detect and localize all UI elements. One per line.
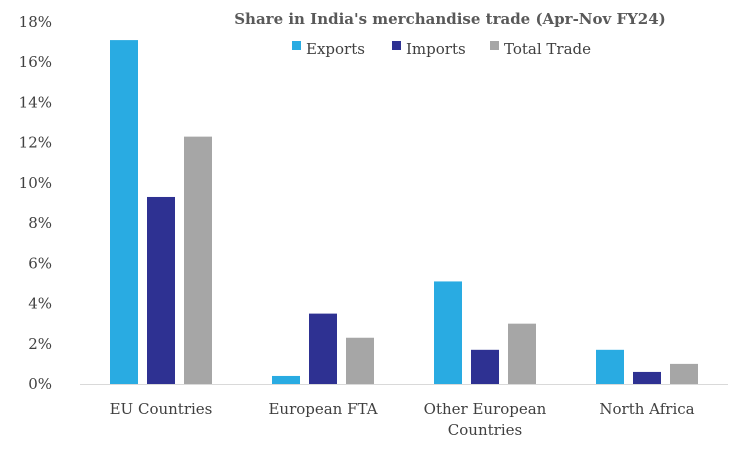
bar-total-trade: [184, 136, 212, 384]
bar-total-trade: [508, 323, 536, 384]
legend-label: Imports: [406, 40, 466, 58]
chart-title: Share in India's merchandise trade (Apr-…: [234, 10, 666, 28]
bar-total-trade: [670, 363, 698, 384]
y-tick-label: 4%: [28, 295, 52, 313]
bar-exports: [272, 375, 300, 384]
x-category-label: Countries: [448, 421, 522, 439]
bar-exports: [434, 281, 462, 384]
bar-group: [110, 40, 698, 384]
y-tick-label: 14%: [19, 93, 52, 111]
y-tick-label: 10%: [19, 174, 52, 192]
x-category-label: North Africa: [599, 400, 694, 418]
y-tick-label: 2%: [28, 335, 52, 353]
x-category-label: European FTA: [268, 400, 377, 418]
y-tick-label: 8%: [28, 214, 52, 232]
bar-total-trade: [346, 337, 374, 384]
y-tick-label: 0%: [28, 375, 52, 393]
y-tick-label: 16%: [19, 53, 52, 71]
legend-swatch: [292, 41, 301, 50]
x-category-label: Other European: [424, 400, 547, 418]
legend-label: Exports: [306, 40, 365, 58]
bar-exports: [596, 349, 624, 384]
legend-swatch: [392, 41, 401, 50]
y-tick-label: 12%: [19, 134, 52, 152]
bar-imports: [633, 371, 661, 384]
x-axis-labels: EU Countries European FTA Other European Co…: [110, 400, 695, 439]
y-tick-label: 6%: [28, 254, 52, 272]
y-tick-label: 18%: [19, 13, 52, 31]
bar-imports: [309, 313, 337, 384]
bar-imports: [471, 349, 499, 384]
y-axis: 0% 2% 4% 6% 8% 10% 12% 14% 16% 18%: [19, 13, 52, 393]
legend-swatch: [490, 41, 499, 50]
chart-legend: Exports Imports Total Trade: [292, 40, 591, 58]
legend-label: Total Trade: [504, 40, 591, 58]
bar-imports: [147, 196, 175, 384]
x-category-label: EU Countries: [110, 400, 213, 418]
bar-exports: [110, 40, 138, 384]
